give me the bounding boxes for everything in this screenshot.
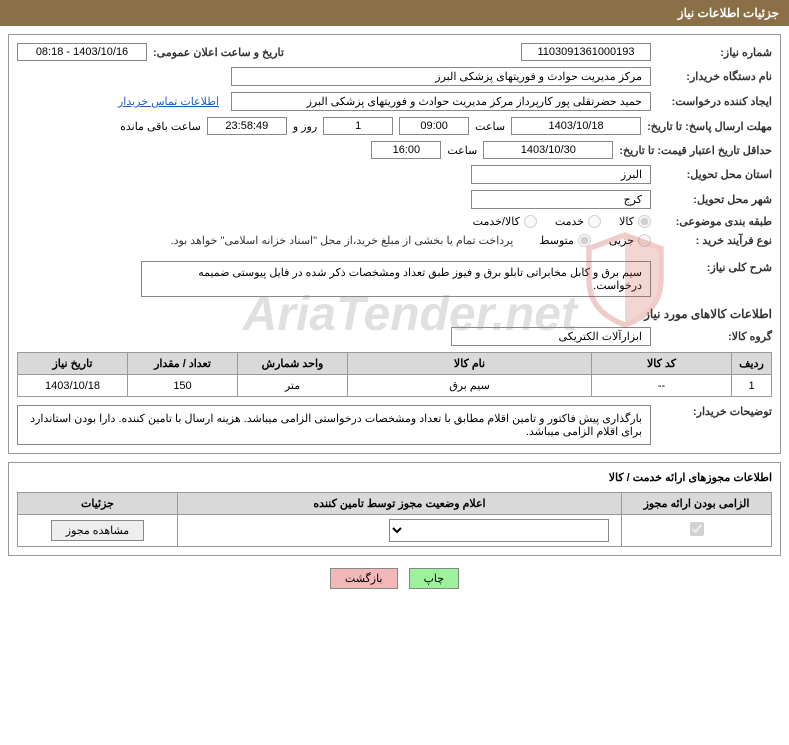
- panel-header: جزئیات اطلاعات نیاز: [0, 0, 789, 26]
- th-row: ردیف: [732, 353, 772, 375]
- validity-hour-field: 16:00: [371, 141, 441, 159]
- buyer-notes-label: توضیحات خریدار:: [657, 405, 772, 418]
- view-license-button[interactable]: مشاهده مجوز: [51, 520, 144, 541]
- items-title: اطلاعات كالاهای مورد نیاز: [17, 307, 772, 321]
- radio-both: [524, 215, 537, 228]
- buyer-notes-field: بارگذاری پیش فاکتور و تامین اقلام مطابق …: [17, 405, 651, 445]
- time-left-field: 23:58:49: [207, 117, 287, 135]
- license-row: مشاهده مجوز: [18, 515, 772, 547]
- buyer-label: نام دستگاه خریدار:: [657, 70, 772, 83]
- deadline-hour-field: 09:00: [399, 117, 469, 135]
- process-radio-group: جزیی متوسط: [539, 234, 651, 247]
- requester-label: ایجاد کننده درخواست:: [657, 95, 772, 108]
- header-title: جزئیات اطلاعات نیاز: [678, 6, 779, 20]
- th-qty: تعداد / مقدار: [128, 353, 238, 375]
- radio-goods-label: کالا: [619, 215, 634, 228]
- main-panel: شماره نیاز: 1103091361000193 تاریخ و ساع…: [8, 34, 781, 454]
- announce-label: تاریخ و ساعت اعلان عمومی:: [153, 46, 284, 59]
- td-date: 1403/10/18: [18, 375, 128, 397]
- license-title: اطلاعات مجوزهای ارائه خدمت / کالا: [17, 471, 772, 484]
- desc-field: سیم برق و کابل مخابراتی تابلو برق و فیوز…: [141, 261, 651, 297]
- buyer-field: مرکز مدیریت حوادث و فوریتهای پزشکی البرز: [231, 67, 651, 86]
- radio-service: [588, 215, 601, 228]
- radio-partial-label: جزیی: [609, 234, 634, 247]
- th-code: کد کالا: [592, 353, 732, 375]
- radio-both-label: کالا/خدمت: [473, 215, 520, 228]
- category-label: طبقه بندی موضوعی:: [657, 215, 772, 228]
- province-label: استان محل تحویل:: [657, 168, 772, 181]
- group-label: گروه کالا:: [657, 330, 772, 343]
- deadline-date-field: 1403/10/18: [511, 117, 641, 135]
- deadline-label: مهلت ارسال پاسخ: تا تاریخ:: [647, 120, 772, 133]
- license-table: الزامی بودن ارائه مجوز اعلام وضعیت مجوز …: [17, 492, 772, 547]
- contact-link[interactable]: اطلاعات تماس خریدار: [118, 95, 219, 108]
- hour-label-1: ساعت: [475, 120, 505, 133]
- category-radio-group: کالا خدمت کالا/خدمت: [473, 215, 651, 228]
- td-qty: 150: [128, 375, 238, 397]
- need-number-label: شماره نیاز:: [657, 46, 772, 59]
- radio-partial: [638, 234, 651, 247]
- radio-medium-label: متوسط: [539, 234, 574, 247]
- td-name: سیم برق: [348, 375, 592, 397]
- mandatory-checkbox: [690, 522, 704, 536]
- time-left-text: ساعت باقی مانده: [120, 120, 201, 133]
- group-field: ابزارآلات الکتریکی: [451, 327, 651, 346]
- th-unit: واحد شمارش: [238, 353, 348, 375]
- city-field: کرج: [471, 190, 651, 209]
- th-date: تاریخ نیاز: [18, 353, 128, 375]
- need-number-field: 1103091361000193: [521, 43, 651, 61]
- process-note: پرداخت تمام یا بخشی از مبلغ خرید،از محل …: [171, 234, 514, 247]
- print-button[interactable]: چاپ: [409, 568, 460, 589]
- process-label: نوع فرآیند خرید :: [657, 234, 772, 247]
- status-select[interactable]: [389, 519, 609, 542]
- validity-label: حداقل تاریخ اعتبار قیمت: تا تاریخ:: [619, 144, 772, 157]
- radio-goods: [638, 215, 651, 228]
- td-unit: متر: [238, 375, 348, 397]
- lic-th-status: اعلام وضعیت مجوز توسط تامین کننده: [178, 493, 622, 515]
- announce-field: 1403/10/16 - 08:18: [17, 43, 147, 61]
- button-row: چاپ بازگشت: [0, 568, 789, 589]
- city-label: شهر محل تحویل:: [657, 193, 772, 206]
- hour-label-2: ساعت: [447, 144, 477, 157]
- lic-th-details: جزئیات: [18, 493, 178, 515]
- requester-field: حمید حضرتقلی پور کارپرداز مرکز مدیریت حو…: [231, 92, 651, 111]
- items-table: ردیف کد کالا نام کالا واحد شمارش تعداد /…: [17, 352, 772, 397]
- table-row: 1 -- سیم برق متر 150 1403/10/18: [18, 375, 772, 397]
- radio-service-label: خدمت: [555, 215, 584, 228]
- license-panel: اطلاعات مجوزهای ارائه خدمت / کالا الزامی…: [8, 462, 781, 556]
- radio-medium: [578, 234, 591, 247]
- lic-th-mandatory: الزامی بودن ارائه مجوز: [622, 493, 772, 515]
- validity-date-field: 1403/10/30: [483, 141, 613, 159]
- td-code: --: [592, 375, 732, 397]
- desc-label: شرح کلی نیاز:: [657, 261, 772, 274]
- days-count-field: 1: [323, 117, 393, 135]
- th-name: نام کالا: [348, 353, 592, 375]
- days-text: روز و: [293, 120, 317, 133]
- back-button[interactable]: بازگشت: [330, 568, 398, 589]
- province-field: البرز: [471, 165, 651, 184]
- td-row: 1: [732, 375, 772, 397]
